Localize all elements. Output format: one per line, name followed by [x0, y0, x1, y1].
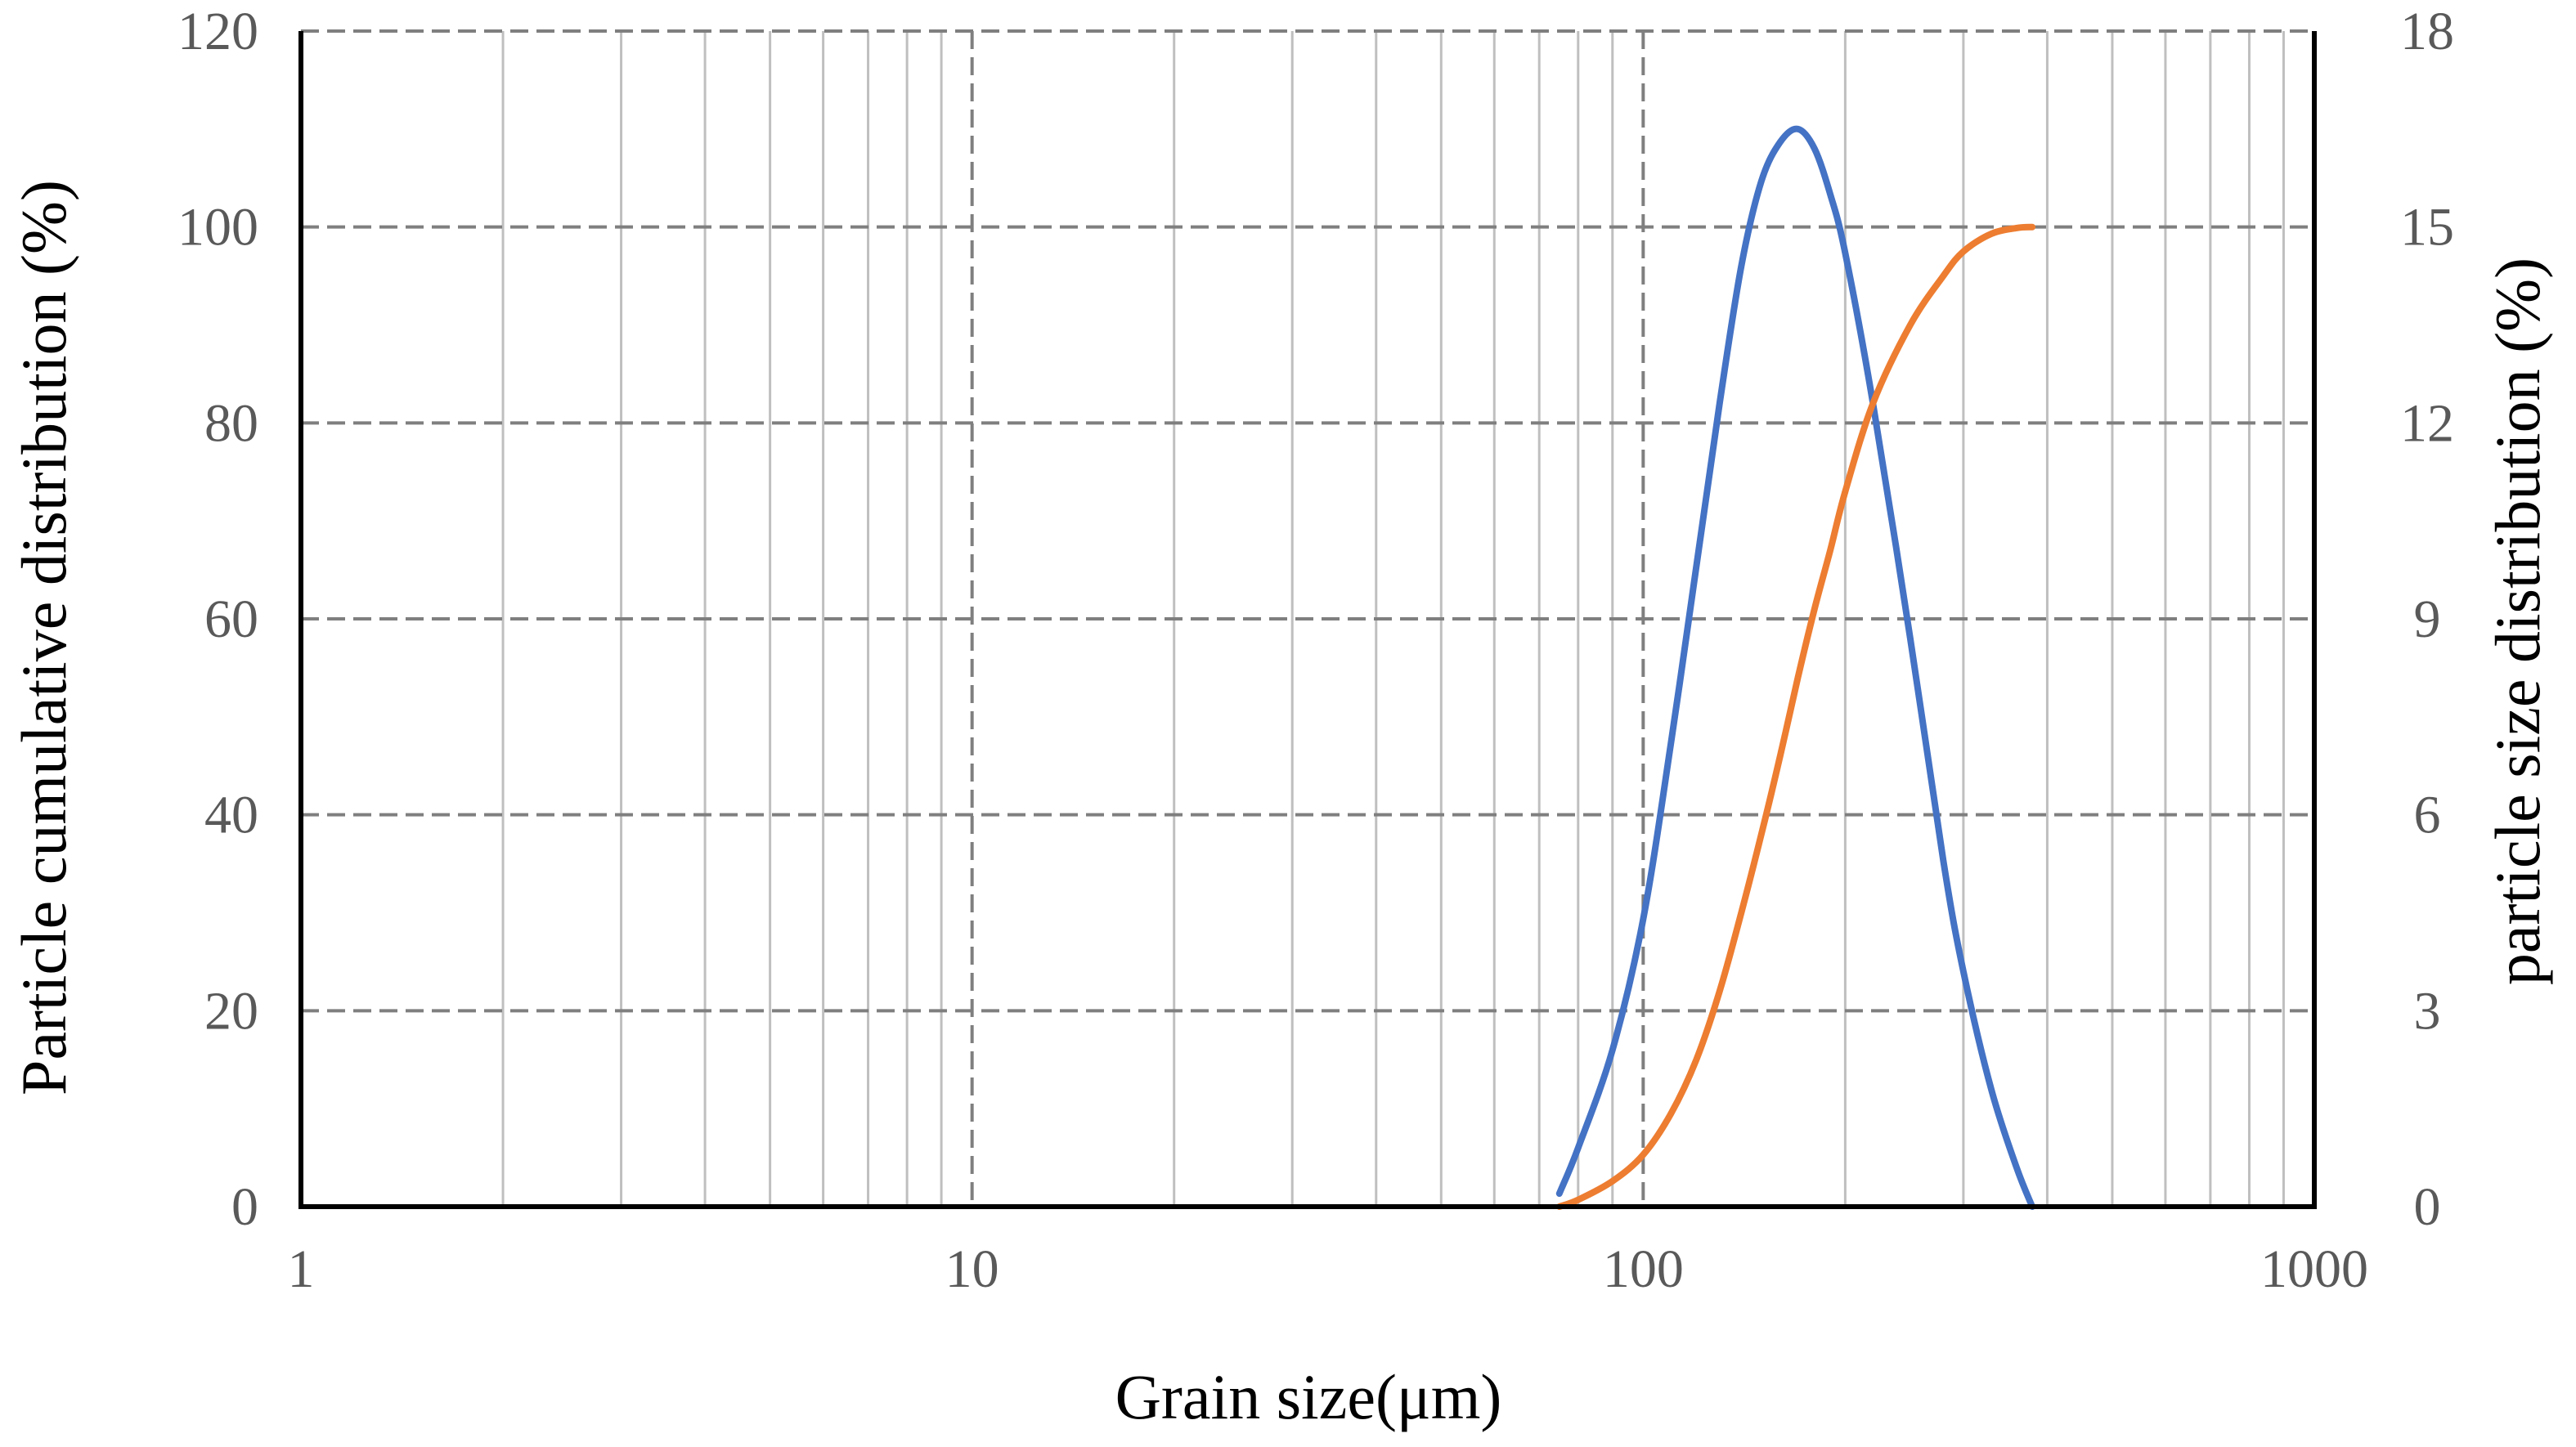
series-group [1555, 125, 2036, 1210]
right-y-tick-label: 0 [2414, 1177, 2441, 1237]
right-y-tick-label: 18 [2400, 2, 2454, 61]
left-y-axis-title: Particle cumulative distribution (%) [8, 180, 79, 1095]
x-tick-label: 1 [288, 1239, 315, 1299]
left-y-tick-label: 80 [204, 393, 258, 453]
x-tick-label: 100 [1603, 1239, 1684, 1299]
left-y-tick-label: 0 [231, 1177, 258, 1237]
x-axis-title: Grain size(μm) [1115, 1361, 1502, 1432]
x-tick-labels: 1 10 100 1000 [288, 1239, 2369, 1299]
right-y-axis-title: particle size distribution (%) [2482, 258, 2553, 985]
right-y-tick-label: 6 [2414, 786, 2441, 845]
left-y-tick-label: 100 [177, 198, 258, 258]
axes [298, 31, 2317, 1209]
left-y-tick-label: 20 [204, 981, 258, 1041]
right-y-tick-label: 12 [2400, 393, 2454, 453]
x-tick-label: 1000 [2260, 1239, 2368, 1299]
right-y-tick-labels: 0 3 6 9 12 15 18 [2400, 2, 2454, 1237]
left-y-tick-labels: 0 20 40 60 80 100 120 [177, 2, 258, 1237]
left-y-tick-label: 40 [204, 786, 258, 845]
right-y-tick-label: 3 [2414, 981, 2441, 1041]
size-distribution-line [1555, 125, 2036, 1210]
right-y-tick-label: 9 [2414, 589, 2441, 649]
right-y-tick-label: 15 [2400, 198, 2454, 258]
x-tick-label: 10 [945, 1239, 999, 1299]
cumulative-distribution-line [1555, 223, 2036, 1210]
left-y-tick-label: 60 [204, 589, 258, 649]
left-y-tick-label: 120 [177, 2, 258, 61]
major-gridlines [299, 29, 2316, 1208]
